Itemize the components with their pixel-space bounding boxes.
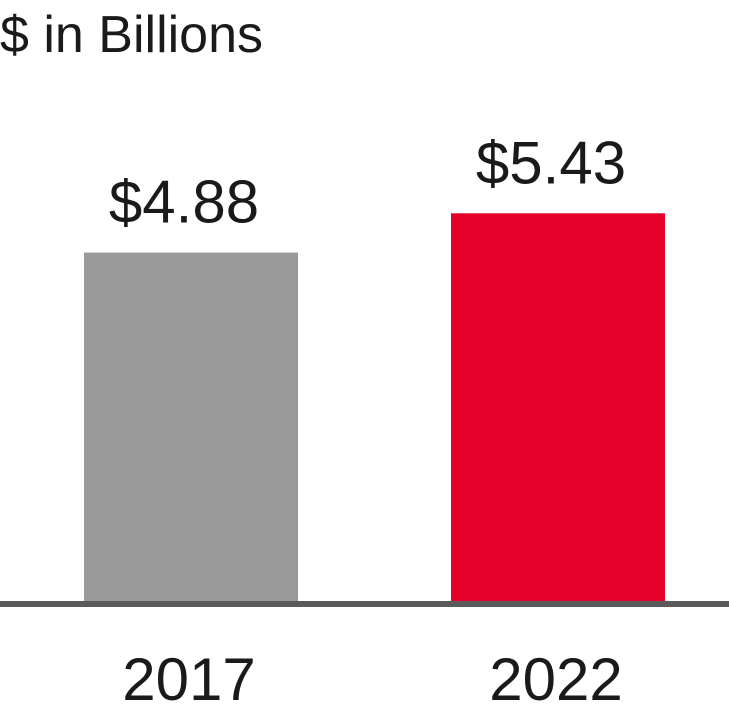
bars-group (84, 213, 665, 601)
unit-label: $ in Billions (0, 6, 263, 64)
bar-2022 (451, 213, 665, 601)
value-label-2017: $4.88 (109, 169, 259, 236)
bar-2017 (84, 252, 298, 601)
category-label-2017: 2017 (122, 646, 255, 713)
category-labels-group: 2017 2022 (122, 646, 622, 713)
category-label-2022: 2022 (489, 646, 622, 713)
value-labels-group: $4.88 $5.43 (109, 129, 626, 235)
value-label-2022: $5.43 (476, 129, 626, 196)
